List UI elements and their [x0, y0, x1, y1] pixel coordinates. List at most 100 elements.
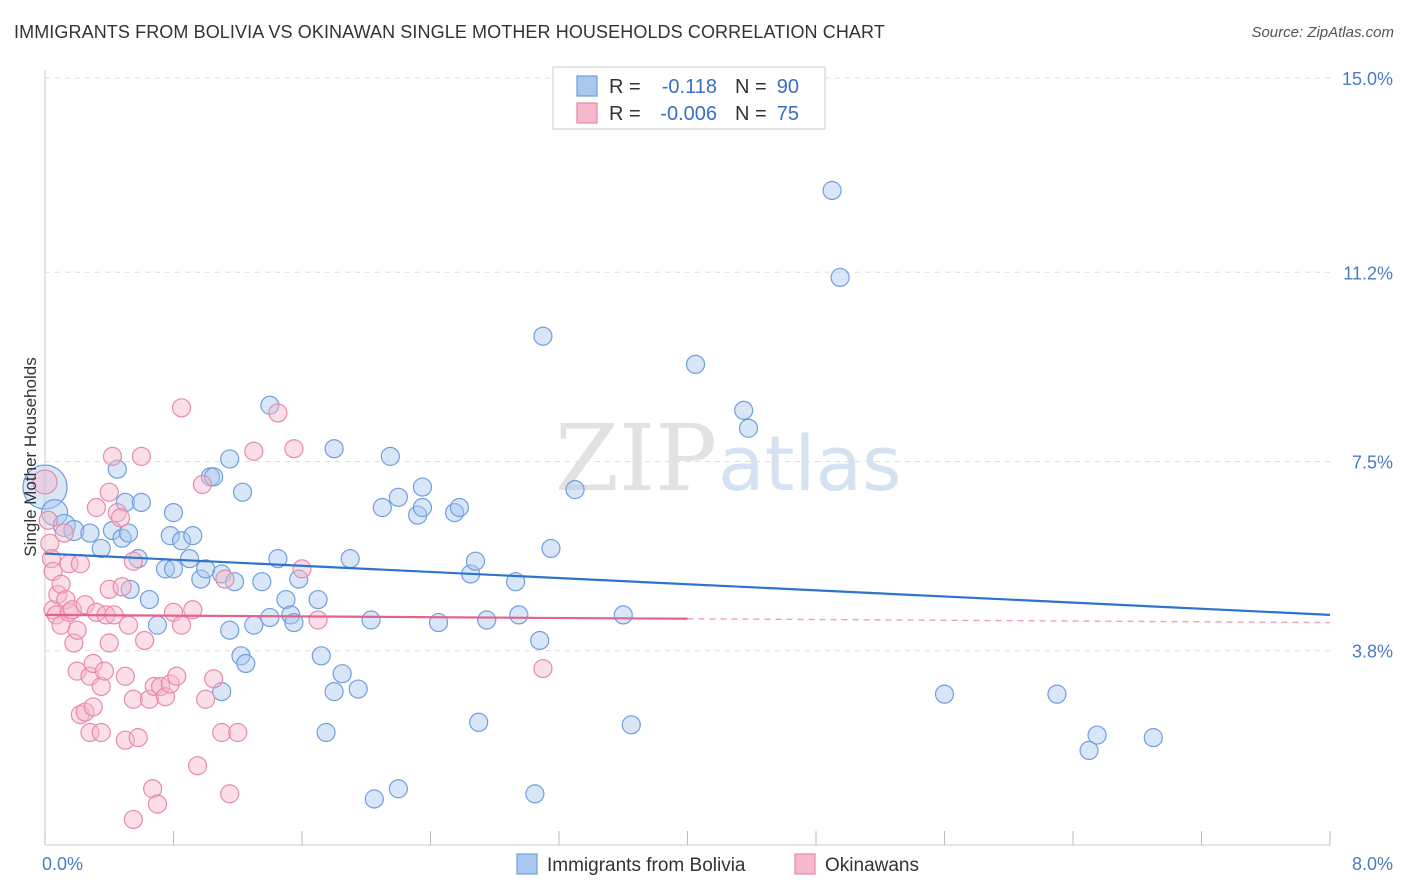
- grid-lines: [45, 77, 1330, 652]
- point-series0-12: [131, 492, 151, 513]
- point-series0-15: [147, 615, 168, 635]
- point-series0-17: [163, 559, 184, 579]
- point-series1-67: [244, 441, 264, 461]
- point-series1-39: [115, 666, 135, 686]
- point-series0-46: [316, 722, 336, 743]
- chart-title: IMMIGRANTS FROM BOLIVIA VS OKINAWAN SING…: [14, 22, 885, 42]
- point-series1-48: [143, 779, 163, 799]
- legend-box: R = -0.118 N = 90 R = -0.006 N = 75: [552, 66, 826, 130]
- point-series0-65: [465, 551, 486, 571]
- point-series1-44: [128, 728, 148, 748]
- point-series1-25: [83, 697, 103, 717]
- point-series0-72: [533, 326, 553, 346]
- point-series1-12: [59, 602, 79, 622]
- point-series0-60: [412, 477, 433, 497]
- trend-line-series1: [44, 613, 688, 620]
- point-series1-42: [123, 689, 143, 709]
- point-series0-41: [281, 605, 301, 625]
- point-series0-66: [469, 712, 489, 732]
- trend-lines: [44, 552, 1331, 624]
- point-series1-37: [107, 503, 127, 523]
- point-series1-70: [292, 559, 312, 579]
- point-series0-70: [525, 784, 545, 804]
- point-series0-77: [685, 354, 706, 374]
- point-series0-78: [734, 400, 754, 420]
- data-points: [22, 180, 1163, 830]
- point-series1-18: [70, 554, 90, 574]
- y-tick-label-0: 3.8%: [1352, 642, 1393, 662]
- point-series1-72: [533, 658, 553, 679]
- point-series0-83: [1047, 684, 1067, 704]
- point-series1-64: [215, 569, 235, 589]
- point-series0-4: [80, 523, 100, 543]
- point-series0-1: [41, 499, 69, 527]
- point-series1-69: [284, 439, 304, 459]
- point-series1-28: [91, 676, 111, 697]
- point-series0-38: [260, 395, 280, 415]
- point-series1-53: [160, 674, 180, 694]
- x-tick-label-0: 0.0%: [42, 854, 83, 874]
- tick-labels: 3.8% 7.5% 11.2% 15.0% 0.0% 8.0%: [42, 69, 1393, 874]
- legend-r-value-1: -0.118: [662, 76, 717, 98]
- point-series1-2: [40, 533, 60, 553]
- point-series0-75: [613, 605, 633, 625]
- point-series1-63: [212, 722, 232, 743]
- point-series0-35: [244, 615, 264, 635]
- point-series0-14: [139, 589, 160, 610]
- point-series0-84: [1079, 740, 1099, 761]
- point-series1-55: [167, 666, 187, 686]
- point-series1-43: [123, 809, 143, 830]
- point-series0-57: [388, 779, 408, 799]
- point-series0-85: [1087, 725, 1107, 745]
- point-series0-10: [115, 492, 135, 513]
- point-series0-59: [412, 497, 433, 518]
- trend-line-dashed-series1: [687, 618, 1331, 624]
- point-series0-52: [361, 610, 381, 630]
- point-series0-23: [191, 569, 211, 589]
- point-series0-49: [332, 664, 352, 684]
- point-series1-65: [220, 784, 240, 804]
- point-series0-22: [179, 549, 200, 569]
- trend-line-series0: [44, 552, 1331, 616]
- point-series1-29: [91, 722, 111, 743]
- legend-n-value-2: 75: [777, 103, 799, 125]
- bottom-legend-swatch-okinawans: [794, 853, 816, 875]
- point-series1-59: [187, 756, 208, 776]
- bottom-legend-label-bolivia: Immigrants from Bolivia: [547, 855, 746, 876]
- point-series0-74: [565, 480, 585, 500]
- y-tick-label-3: 15.0%: [1342, 69, 1393, 89]
- point-series0-63: [449, 497, 470, 518]
- point-series0-86: [1143, 728, 1163, 748]
- point-series0-42: [284, 612, 304, 633]
- point-series0-45: [311, 646, 331, 666]
- legend-n-label-2: N =: [735, 103, 767, 125]
- point-series1-60: [192, 474, 213, 495]
- point-series1-23: [80, 722, 100, 743]
- point-series0-44: [308, 589, 328, 610]
- point-series0-6: [91, 538, 111, 559]
- point-series0-37: [260, 607, 280, 628]
- point-series1-10: [54, 523, 74, 543]
- y-tick-label-2: 11.2%: [1343, 263, 1393, 283]
- point-series0-48: [324, 439, 344, 459]
- bottom-legend: Immigrants from Bolivia Okinawans: [516, 853, 919, 876]
- point-series0-36: [252, 572, 272, 592]
- legend-swatch-bolivia: [576, 75, 598, 97]
- point-series1-62: [204, 669, 224, 689]
- point-series0-29: [220, 449, 240, 469]
- point-series1-46: [134, 630, 155, 651]
- point-series0-56: [388, 487, 408, 507]
- bottom-legend-label-okinawans: Okinawans: [825, 855, 919, 876]
- point-series0-19: [163, 503, 184, 523]
- point-series1-71: [308, 610, 328, 630]
- y-axis-label: Single Mother Households: [21, 357, 40, 556]
- point-series1-16: [67, 661, 87, 681]
- point-series1-58: [183, 600, 203, 620]
- point-series0-20: [171, 531, 192, 551]
- point-series0-28: [220, 620, 240, 640]
- point-series0-18: [160, 526, 180, 546]
- axes: [44, 70, 1331, 846]
- point-series0-76: [621, 715, 641, 735]
- point-series0-50: [340, 549, 360, 569]
- point-series1-50: [147, 794, 168, 814]
